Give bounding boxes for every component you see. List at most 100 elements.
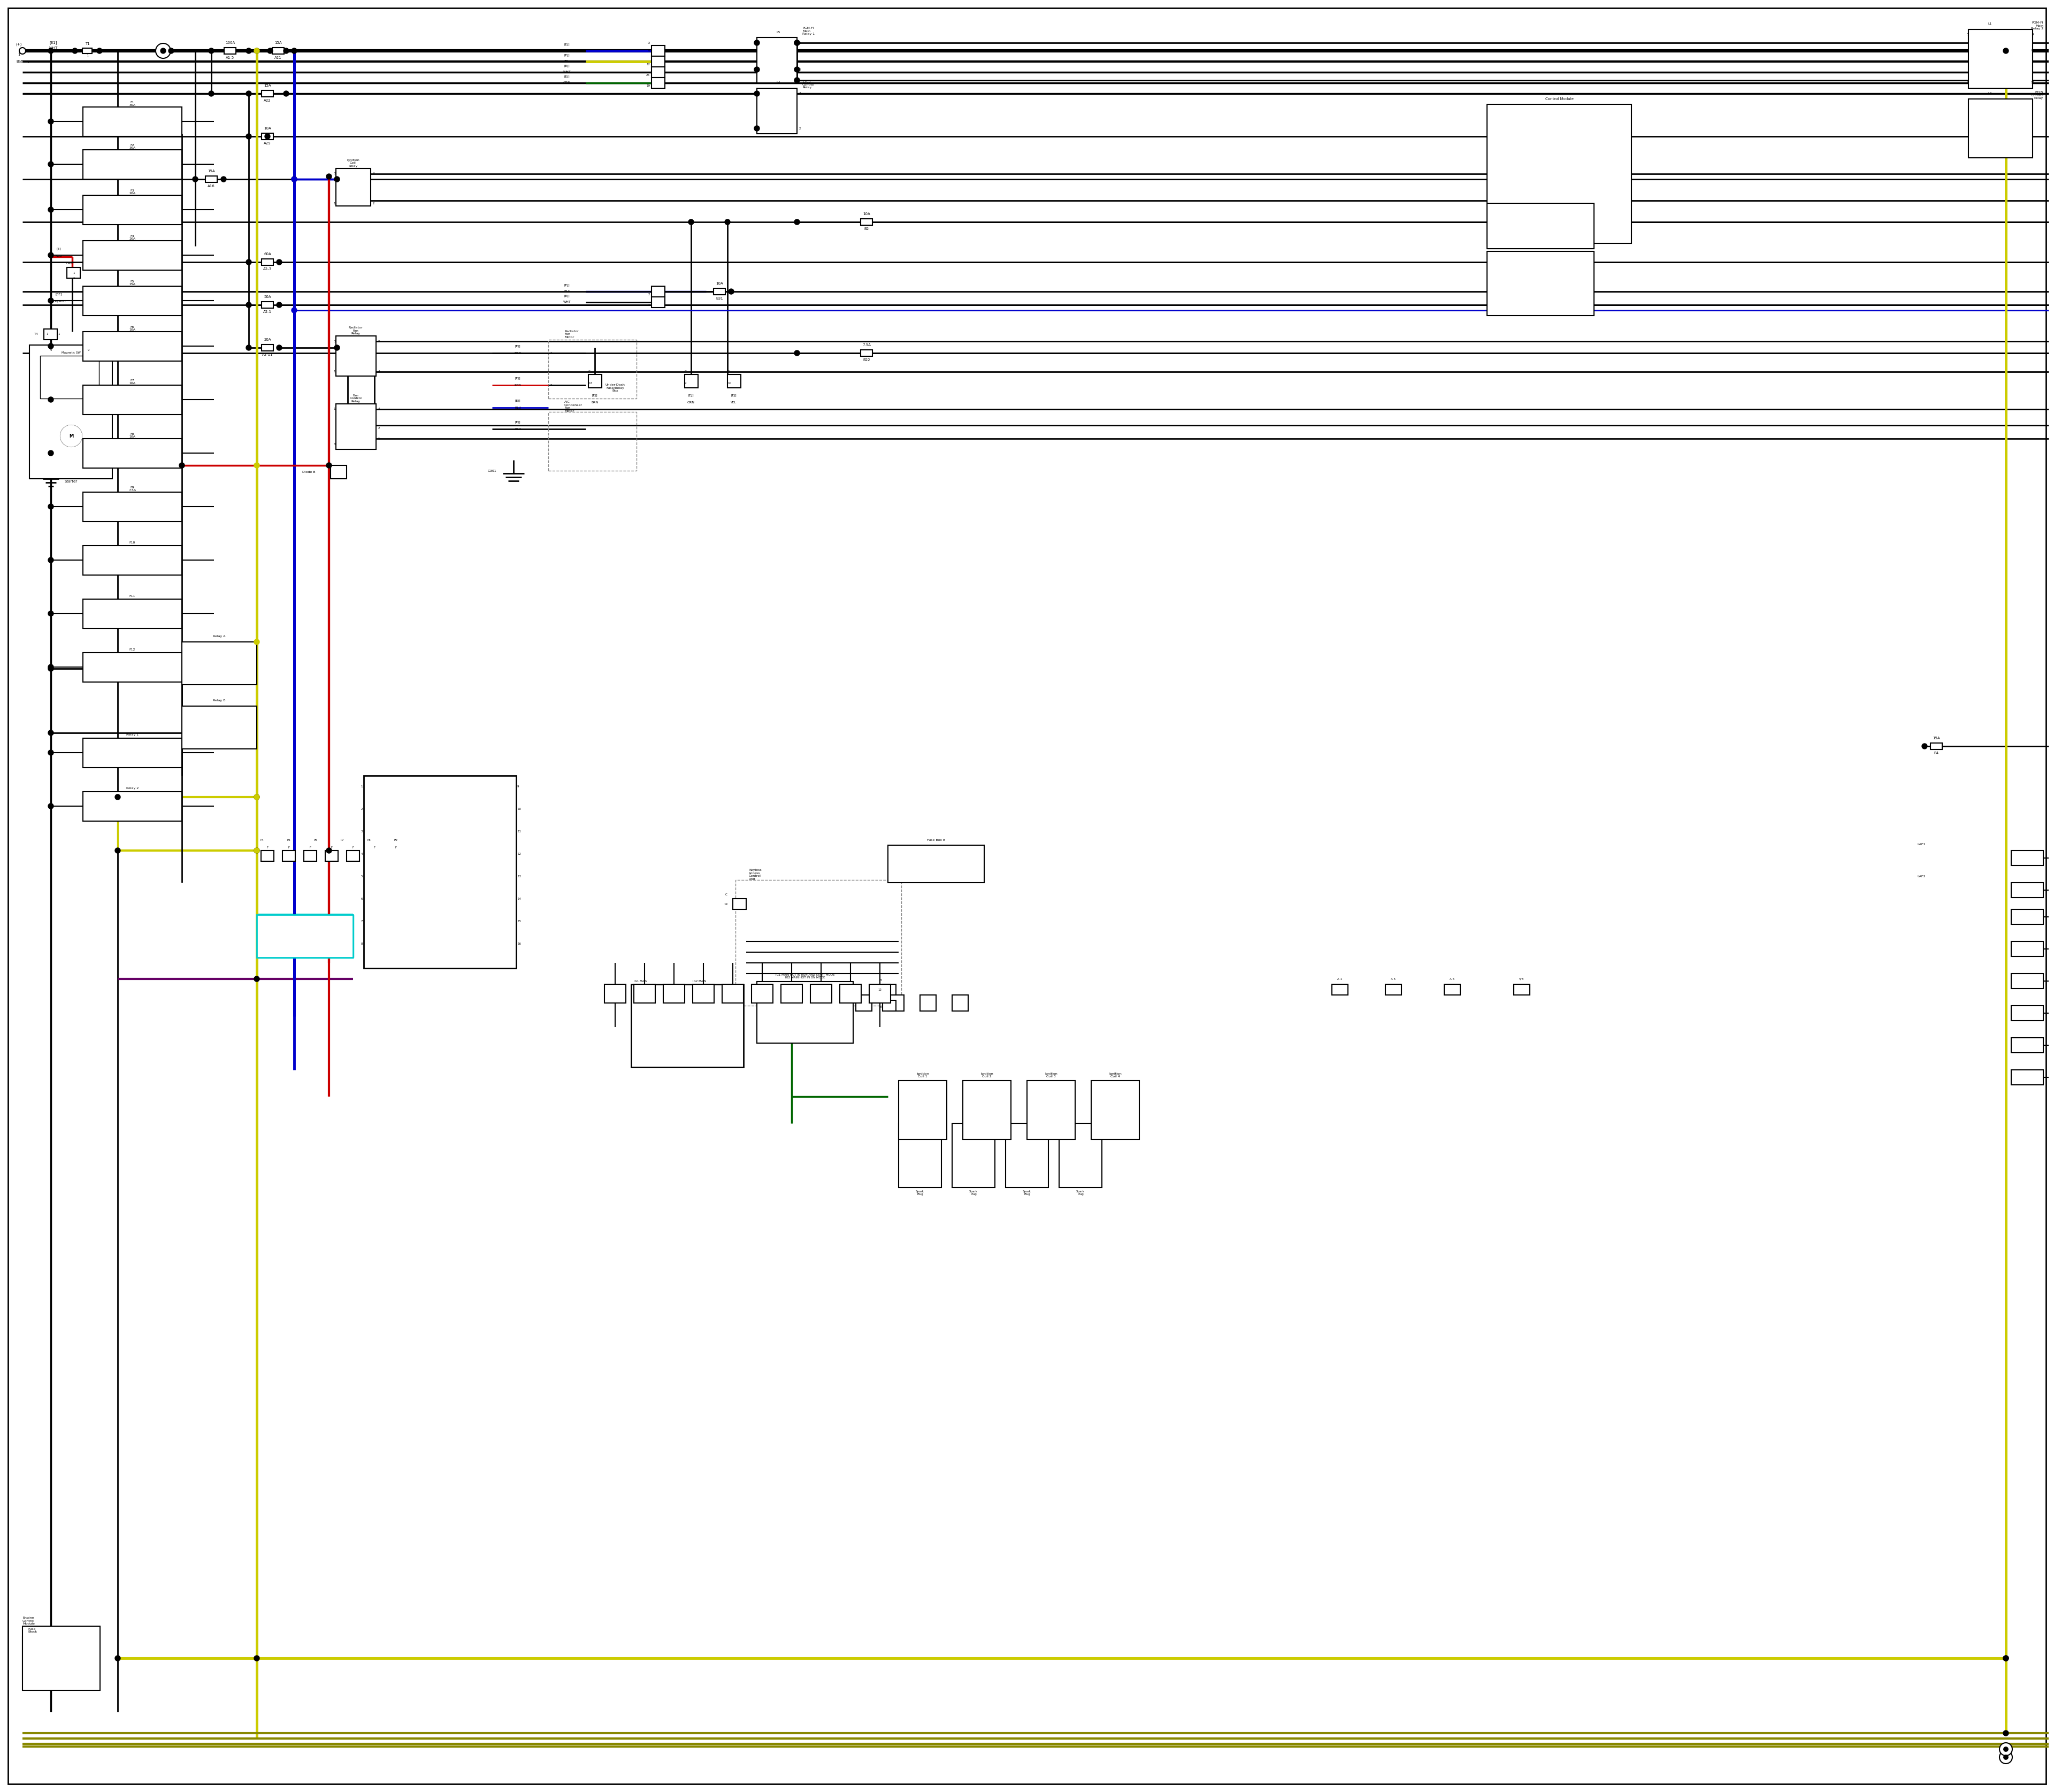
Text: A2-3: A2-3 xyxy=(263,267,271,271)
Text: [E1]: [E1] xyxy=(49,41,58,45)
Text: Radiator
Fan
Relay: Radiator Fan Relay xyxy=(349,326,364,335)
Text: [EJ]: [EJ] xyxy=(592,394,598,398)
Text: RED: RED xyxy=(514,383,522,387)
Text: [EJ]: [EJ] xyxy=(516,400,520,403)
Circle shape xyxy=(47,118,53,124)
Text: F7
10A: F7 10A xyxy=(129,380,136,385)
Circle shape xyxy=(47,253,53,258)
Bar xyxy=(82,332,183,360)
Text: IG2 MAIN: IG2 MAIN xyxy=(692,980,707,984)
Text: L4: L4 xyxy=(1988,91,1992,95)
Circle shape xyxy=(327,848,331,853)
Circle shape xyxy=(327,174,331,179)
Circle shape xyxy=(47,161,53,167)
Bar xyxy=(1487,202,1594,249)
Bar xyxy=(651,287,665,297)
Bar xyxy=(548,340,637,398)
Text: 10A: 10A xyxy=(715,281,723,285)
Bar xyxy=(82,738,183,767)
Text: 20A: 20A xyxy=(263,339,271,340)
Bar xyxy=(261,301,273,308)
Text: BRN: BRN xyxy=(592,401,598,403)
Bar xyxy=(82,599,183,629)
Circle shape xyxy=(255,640,259,645)
Bar xyxy=(883,1000,896,1011)
Bar xyxy=(337,168,370,206)
Text: Spark
Plug: Spark Plug xyxy=(1023,1190,1031,1195)
Text: Relay B: Relay B xyxy=(214,699,226,702)
Text: IG1 MAIN: IG1 MAIN xyxy=(635,980,647,984)
Text: [EJ]: [EJ] xyxy=(731,394,737,398)
Text: Spark
Plug: Spark Plug xyxy=(969,1190,978,1195)
Text: F4
20A: F4 20A xyxy=(129,235,136,240)
Text: PGM-FI
Main
Relay 2: PGM-FI Main Relay 2 xyxy=(2031,22,2044,30)
Circle shape xyxy=(2003,1754,2009,1760)
Bar xyxy=(663,984,684,1004)
Circle shape xyxy=(18,48,25,54)
Text: [EE]: [EE] xyxy=(55,292,62,296)
Circle shape xyxy=(255,977,259,982)
Circle shape xyxy=(292,48,298,54)
Circle shape xyxy=(2003,48,2009,54)
Circle shape xyxy=(1923,744,1927,749)
Circle shape xyxy=(1999,1751,2013,1763)
Bar xyxy=(791,995,807,1011)
Text: A2-1: A2-1 xyxy=(263,310,271,314)
Text: 10A: 10A xyxy=(863,213,871,215)
Text: BRN: BRN xyxy=(514,351,522,355)
Circle shape xyxy=(193,177,197,181)
Bar xyxy=(713,289,725,294)
Circle shape xyxy=(255,794,259,799)
Bar xyxy=(963,1081,1011,1140)
Circle shape xyxy=(179,462,185,468)
Circle shape xyxy=(115,848,121,853)
Text: A29: A29 xyxy=(263,142,271,145)
Bar xyxy=(82,287,183,315)
Circle shape xyxy=(168,48,175,54)
Text: 12: 12 xyxy=(877,987,881,991)
Text: L5: L5 xyxy=(776,30,781,34)
Text: Engine
Control
Module: Engine Control Module xyxy=(23,1616,35,1625)
Circle shape xyxy=(255,794,259,799)
Circle shape xyxy=(2003,1656,2009,1661)
Circle shape xyxy=(292,177,298,181)
Bar xyxy=(1487,104,1631,244)
Text: 15: 15 xyxy=(518,919,522,923)
Circle shape xyxy=(47,450,53,455)
Circle shape xyxy=(47,396,53,401)
Bar xyxy=(869,984,891,1004)
Bar xyxy=(82,792,183,821)
Bar xyxy=(261,90,273,97)
Text: Relay A: Relay A xyxy=(214,634,226,638)
Bar xyxy=(635,984,655,1004)
Circle shape xyxy=(255,848,259,853)
Text: A1-5: A1-5 xyxy=(226,56,234,59)
Text: F5
15A: F5 15A xyxy=(129,280,136,287)
Circle shape xyxy=(255,48,259,54)
Text: A 6: A 6 xyxy=(1450,978,1454,980)
Text: 60A: 60A xyxy=(263,253,271,256)
Text: 15A: 15A xyxy=(275,41,281,45)
Text: B4: B4 xyxy=(1935,751,1939,754)
Text: 16: 16 xyxy=(518,943,522,944)
Text: C400: C400 xyxy=(66,262,74,265)
Text: 1: 1 xyxy=(86,54,88,57)
Text: [EJ]: [EJ] xyxy=(565,75,569,77)
Bar xyxy=(900,1081,947,1140)
Text: 12: 12 xyxy=(2031,82,2033,84)
Text: 11: 11 xyxy=(518,830,522,833)
Bar xyxy=(861,219,873,226)
Circle shape xyxy=(335,346,339,351)
Text: 14: 14 xyxy=(518,898,522,900)
Text: Ignition
Coil 3: Ignition Coil 3 xyxy=(1045,1072,1058,1079)
Text: 15A: 15A xyxy=(207,170,216,172)
Circle shape xyxy=(255,1656,259,1661)
Bar xyxy=(1487,251,1594,315)
Bar xyxy=(887,995,904,1011)
Text: ORN: ORN xyxy=(688,401,694,403)
Text: A16: A16 xyxy=(207,185,216,188)
Text: F12: F12 xyxy=(129,649,136,650)
Bar xyxy=(1060,1124,1101,1188)
Bar xyxy=(304,851,316,862)
Text: A21: A21 xyxy=(275,56,281,59)
